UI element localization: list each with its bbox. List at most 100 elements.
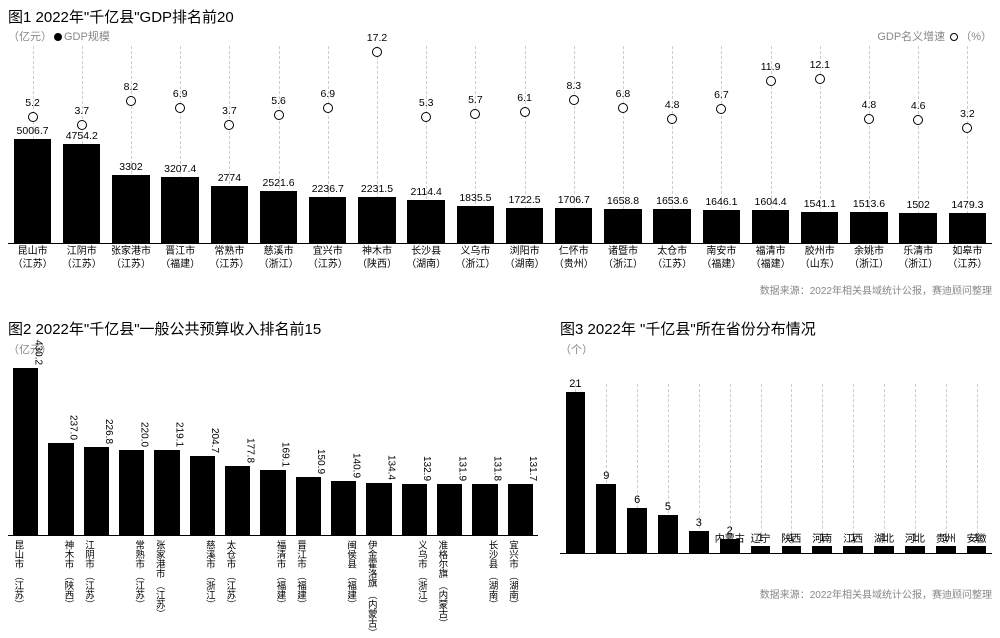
chart3-source: 数据来源：2022年相关县域统计公报，赛迪顾问整理 (760, 586, 992, 601)
chart2-xlabel: 晋江市 （福建） (295, 540, 306, 609)
chart1-column: 1706.78.3 (549, 46, 598, 244)
chart1-bar-label: 1658.8 (598, 195, 647, 207)
chart1-bar (309, 197, 346, 244)
chart2-xlabel: 太仓市 （江苏） (224, 540, 235, 609)
chart3-bar (967, 546, 987, 554)
chart1-bar (604, 209, 641, 244)
chart3-province-distribution: 图3 2022年 "千亿县"所在省份分布情况 （个） 21江苏9浙江6福建5山东… (560, 318, 992, 357)
chart2-column: 204.7 (185, 356, 220, 536)
chart1-bar (899, 213, 936, 244)
chart3-column: 3 (683, 384, 714, 554)
chart3-xlabel: 河北 (899, 530, 930, 545)
chart1-growth-label: 6.7 (697, 89, 746, 101)
chart3-column: 1 (807, 384, 838, 554)
chart1-bar-label: 3207.4 (156, 163, 205, 175)
chart1-bar (358, 197, 395, 244)
chart1-bar-label: 1646.1 (697, 196, 746, 208)
chart2-column: 220.0 (114, 356, 149, 536)
chart1-growth-label: 11.9 (746, 61, 795, 73)
chart2-bar (84, 447, 109, 536)
chart1-growth-marker (962, 123, 972, 133)
chart1-xlabel: 太仓市（江苏） (648, 246, 697, 271)
chart3-bar (905, 546, 925, 554)
chart2-column: 140.9 (326, 356, 361, 536)
chart1-growth-marker (323, 103, 333, 113)
chart3-column: 1 (930, 384, 961, 554)
chart3-column: 6 (622, 384, 653, 554)
chart1-xlabel: 乐清市（浙江） (894, 246, 943, 271)
chart1-bar (161, 177, 198, 244)
chart2-bar-label: 219.1 (149, 422, 184, 447)
chart2-bar (437, 484, 462, 536)
chart3-xlabel: 浙江 (591, 530, 622, 545)
chart2-xlabel: 昆山市 （江苏） (12, 540, 23, 609)
chart1-bar-label: 4754.2 (57, 130, 106, 142)
chart1-bar-label: 1653.6 (648, 195, 697, 207)
chart2-bar (296, 477, 321, 536)
chart1-bar (457, 206, 494, 244)
chart3-bar-label: 6 (622, 494, 653, 506)
chart3-column: 1 (776, 384, 807, 554)
chart1-bar (703, 210, 740, 244)
chart3-xlabel: 陕西 (776, 530, 807, 545)
chart2-xlabel: 义乌市 （浙江） (415, 540, 426, 609)
chart2-column: 131.7 (503, 356, 538, 536)
chart2-column: 150.9 (291, 356, 326, 536)
chart2-xlabel: 长沙县 （湖南） (486, 540, 497, 609)
chart3-column: 1 (869, 384, 900, 554)
chart1-bar (211, 186, 248, 244)
chart1-bar-label: 1706.7 (549, 194, 598, 206)
chart2-xlabel: 慈溪市 （浙江） (203, 540, 214, 609)
chart1-bar (850, 212, 887, 244)
chart1-xlabel: 诸暨市（浙江） (598, 246, 647, 271)
chart2-column: 134.4 (361, 356, 396, 536)
chart1-bar (555, 208, 592, 244)
chart1-column: 1541.112.1 (795, 46, 844, 244)
chart1-xlabel: 如皋市（江苏） (943, 246, 992, 271)
chart1-growth-marker (470, 109, 480, 119)
chart1-growth-marker (618, 103, 628, 113)
chart1-xlabel: 义乌市（浙江） (451, 246, 500, 271)
chart1-growth-label: 6.8 (598, 88, 647, 100)
chart1-column: 1513.64.8 (844, 46, 893, 244)
chart3-column: 2 (714, 384, 745, 554)
chart1-growth-marker (667, 114, 677, 124)
chart1-title: 图1 2022年"千亿县"GDP排名前20 (8, 6, 992, 27)
chart2-bar (190, 456, 215, 536)
chart1-column: 2231.517.2 (352, 46, 401, 244)
chart1-bar (752, 210, 789, 244)
chart1-growth-marker (274, 110, 284, 120)
chart1-xlabel: 余姚市（浙江） (844, 246, 893, 271)
chart1-bar-label: 2774 (205, 172, 254, 184)
chart2-bar-label: 177.8 (220, 438, 255, 463)
chart3-bar-label: 3 (683, 517, 714, 529)
chart1-bar-label: 1722.5 (500, 194, 549, 206)
chart2-bar-label: 131.7 (503, 456, 538, 481)
chart1-growth-marker (520, 107, 530, 117)
chart1-gdp-ranking: 图1 2022年"千亿县"GDP排名前20 （亿元）GDP规模 GDP名义增速 … (8, 6, 992, 27)
chart1-column: 2521.65.6 (254, 46, 303, 244)
chart1-plot: 5006.75.2昆山市（江苏）4754.23.7江阴市（江苏）33028.2张… (8, 46, 992, 276)
chart3-bar (843, 546, 863, 554)
chart2-bar-label: 131.8 (467, 456, 502, 481)
chart2-bar-label: 430.2 (8, 340, 43, 365)
chart3-xlabel: 辽宁 (745, 530, 776, 545)
chart1-column: 2114.45.3 (402, 46, 451, 244)
chart2-bar-label: 204.7 (185, 428, 220, 453)
chart3-column: 9 (591, 384, 622, 554)
solid-dot-icon (54, 33, 62, 41)
chart1-growth-label: 4.6 (894, 100, 943, 112)
chart2-bar (13, 368, 38, 536)
chart1-column: 33028.2 (106, 46, 155, 244)
chart1-bar-label: 2114.4 (402, 186, 451, 198)
chart2-xlabel: 闽侯县 （福建） (345, 540, 356, 609)
chart2-column: 132.9 (397, 356, 432, 536)
chart1-column: 1653.64.8 (648, 46, 697, 244)
chart2-column: 226.8 (79, 356, 114, 536)
chart3-bar (936, 546, 956, 554)
chart3-xlabel: 湖北 (869, 530, 900, 545)
chart1-bar (801, 212, 838, 244)
chart1-source: 数据来源：2022年相关县域统计公报，赛迪顾问整理 (760, 282, 992, 297)
chart3-bar (782, 546, 802, 554)
chart1-column: 1658.8 6.8 (598, 46, 647, 244)
